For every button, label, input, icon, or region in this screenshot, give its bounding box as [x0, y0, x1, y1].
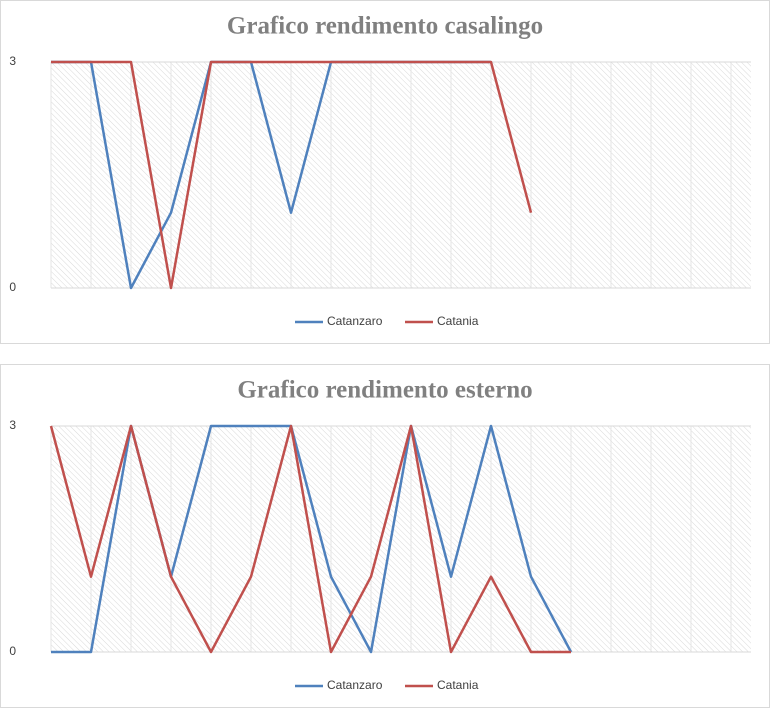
chart-title: Grafico rendimento esterno [237, 377, 532, 404]
plot-area [51, 62, 751, 288]
chart-title: Grafico rendimento casalingo [227, 13, 543, 40]
y-tick-label: 3 [9, 54, 16, 68]
y-tick-label: 0 [9, 280, 16, 294]
series-line [49, 424, 571, 654]
y-tick-label: 0 [9, 644, 16, 658]
y-tick-label: 3 [9, 418, 16, 432]
legend-label: Catanzaro [327, 314, 383, 328]
series-line [51, 60, 533, 290]
legend-label: Catania [437, 678, 479, 692]
legend-label: Catanzaro [327, 678, 383, 692]
legend-label: Catania [437, 314, 479, 328]
